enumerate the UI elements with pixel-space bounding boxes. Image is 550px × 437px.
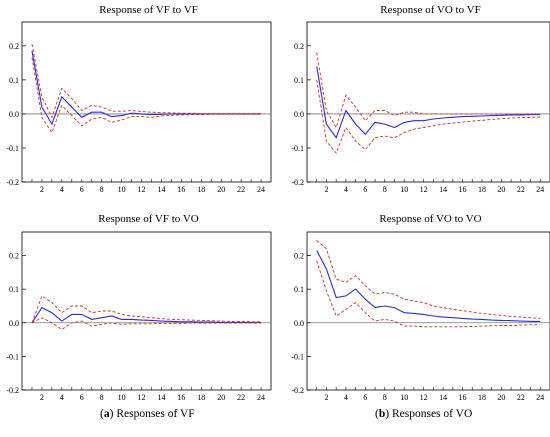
caption-a-letter: a [103, 408, 110, 420]
y-tick-label: -0.1 [291, 352, 304, 361]
x-tick-label: 8 [383, 393, 387, 400]
x-tick-label: 18 [197, 185, 205, 194]
x-tick-label: 10 [118, 393, 126, 400]
x-tick-label: 12 [420, 393, 428, 400]
x-tick-label: 18 [478, 393, 486, 400]
impulse-response-charts: Response of VF to VF-0.2-0.10.00.10.22 4 6… [6, 4, 550, 402]
lower-band-line [31, 317, 261, 331]
x-tick-label: 4 [60, 393, 64, 400]
y-tick-label: 0.0 [9, 319, 19, 328]
x-tick-label: 2 [40, 185, 44, 194]
chart-title: Response of VF to VO [98, 213, 198, 225]
chart-title: Response of VO to VO [379, 213, 481, 225]
chart-panel-4: Response of VO to VO-0.2-0.10.00.10.22 4 6… [291, 213, 550, 402]
x-tick-label: 4 [344, 185, 348, 194]
x-tick-label: 22 [237, 185, 245, 194]
y-tick-label: -0.2 [6, 178, 19, 187]
y-tick-label: 0.0 [9, 110, 19, 119]
x-tick-label: 18 [197, 393, 205, 400]
y-tick-label: -0.2 [6, 386, 19, 395]
plot-frame [21, 21, 272, 183]
upper-band-line [31, 295, 261, 323]
x-tick-label: 22 [517, 393, 525, 400]
y-tick-label: 0.1 [294, 285, 304, 294]
x-tick-label: 10 [400, 393, 408, 400]
response-line [31, 50, 261, 126]
x-tick-label: 6 [363, 185, 367, 194]
y-tick-label: -0.1 [291, 144, 304, 153]
x-tick-label: 2 [324, 185, 328, 194]
response-line [316, 250, 541, 322]
x-tick-label: 14 [157, 185, 165, 194]
x-tick-label: 4 [60, 185, 64, 194]
y-tick-label: 0.0 [294, 110, 304, 119]
x-tick-label: 20 [217, 185, 225, 194]
y-tick-label: 0.1 [9, 285, 19, 294]
x-tick-label: 24 [257, 393, 265, 400]
x-tick-label: 2 [324, 393, 328, 400]
x-tick-label: 6 [363, 393, 367, 400]
y-tick-label: -0.2 [291, 386, 304, 395]
x-tick-label: 4 [344, 393, 348, 400]
y-tick-label: 0.2 [294, 252, 304, 261]
x-tick-label: 18 [478, 185, 486, 194]
lower-band-line [31, 57, 261, 134]
x-tick-label: 6 [80, 185, 84, 194]
y-tick-label: -0.1 [6, 352, 19, 361]
caption-b: (b) Responses of VO [375, 408, 473, 420]
response-line [316, 66, 541, 139]
x-tick-label: 20 [497, 185, 505, 194]
x-tick-label: 22 [237, 393, 245, 400]
x-tick-label: 16 [177, 393, 185, 400]
caption-a: (a) Responses of VF [100, 408, 195, 420]
upper-band-line [31, 44, 261, 119]
chart-panel-3: Response of VF to VO-0.2-0.10.00.10.22 4 6… [6, 213, 272, 402]
x-tick-label: 16 [459, 185, 467, 194]
y-tick-label: 0.0 [294, 319, 304, 328]
plot-frame [306, 21, 550, 183]
plot-frame [21, 231, 272, 391]
x-tick-label: 24 [536, 185, 544, 194]
x-tick-label: 8 [383, 185, 387, 194]
x-tick-label: 10 [400, 185, 408, 194]
lower-band-line [316, 79, 541, 154]
y-tick-label: 0.2 [9, 42, 19, 51]
x-tick-label: 24 [257, 185, 265, 194]
y-tick-label: 0.1 [294, 76, 304, 85]
x-tick-label: 20 [217, 393, 225, 400]
x-tick-label: 10 [118, 185, 126, 194]
y-tick-label: 0.2 [9, 252, 19, 261]
x-tick-label: 14 [157, 393, 165, 400]
chart-panel-2: Response of VO to VF-0.2-0.10.00.10.22 4 6… [291, 4, 550, 194]
x-tick-label: 8 [100, 393, 104, 400]
caption-b-text: Responses of VO [391, 408, 473, 420]
x-tick-label: 6 [80, 393, 84, 400]
x-tick-label: 22 [517, 185, 525, 194]
plot-frame [306, 231, 550, 391]
x-tick-label: 8 [100, 185, 104, 194]
lower-band-line [316, 260, 541, 328]
x-tick-label: 12 [138, 393, 146, 400]
response-line [31, 306, 261, 324]
y-tick-label: 0.1 [9, 76, 19, 85]
x-tick-label: 14 [439, 185, 447, 194]
chart-panel-1: Response of VF to VF-0.2-0.10.00.10.22 4 6… [6, 4, 272, 194]
x-tick-label: 2 [40, 393, 44, 400]
x-tick-label: 16 [459, 393, 467, 400]
y-tick-label: -0.1 [6, 144, 19, 153]
caption-b-letter: b [378, 408, 386, 420]
y-tick-label: -0.2 [291, 178, 304, 187]
chart-title: Response of VO to VF [380, 4, 480, 16]
caption-a-text: Responses of VF [116, 408, 195, 420]
x-tick-label: 12 [138, 185, 146, 194]
chart-title: Response of VF to VF [99, 4, 198, 16]
x-tick-label: 16 [177, 185, 185, 194]
x-tick-label: 14 [439, 393, 447, 400]
x-tick-label: 20 [497, 393, 505, 400]
x-tick-label: 24 [536, 393, 544, 400]
y-tick-label: 0.2 [294, 42, 304, 51]
x-tick-label: 12 [420, 185, 428, 194]
